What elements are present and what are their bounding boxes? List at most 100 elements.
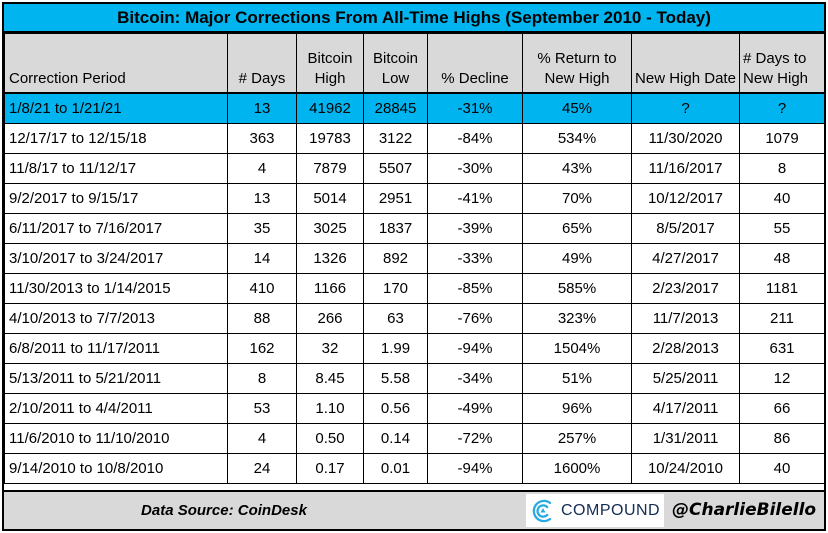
cell-r1-c4: -84%: [427, 123, 523, 154]
cell-r0-c3: 28845: [363, 92, 428, 124]
table-row: 12/17/17 to 12/15/18 363 19783 3122 -84% 534%…: [4, 123, 825, 154]
cell-r5-c2: 1326: [296, 243, 364, 274]
table-header-row: Correction Period # Days Bitcoin High Bitco…: [4, 33, 825, 94]
cell-r1-c6: 11/30/2020: [631, 123, 740, 154]
cell-r11-c3: 0.14: [363, 423, 428, 454]
cell-r6-c2: 1166: [296, 273, 364, 304]
cell-r1-c7: 1079: [739, 123, 825, 154]
cell-r3-c1: 13: [227, 183, 297, 214]
cell-r1-c1: 363: [227, 123, 297, 154]
table-row: 6/8/2011 to 11/17/2011 162 32 1.99 -94% 1504%…: [4, 333, 825, 364]
twitter-handle: @CharlieBilello: [672, 500, 817, 520]
cell-r11-c7: 86: [739, 423, 825, 454]
column-header-7: # Days to New High: [739, 33, 825, 94]
cell-r8-c1: 162: [227, 333, 297, 364]
cell-r9-c1: 8: [227, 363, 297, 394]
cell-r7-c0: 4/10/2013 to 7/7/2013: [4, 303, 228, 334]
cell-r8-c2: 32: [296, 333, 364, 364]
cell-r4-c5: 65%: [522, 213, 632, 244]
cell-r11-c5: 257%: [522, 423, 632, 454]
cell-r2-c6: 11/16/2017: [631, 153, 740, 184]
cell-r12-c7: 40: [739, 453, 825, 484]
cell-r12-c4: -94%: [427, 453, 523, 484]
table-row: 6/11/2017 to 7/16/2017 35 3025 1837 -39% 65% 8…: [4, 213, 825, 244]
cell-r0-c6: ?: [631, 92, 740, 124]
cell-r10-c1: 53: [227, 393, 297, 424]
cell-r10-c7: 66: [739, 393, 825, 424]
cell-r10-c0: 2/10/2011 to 4/4/2011: [4, 393, 228, 424]
column-header-3: Bitcoin Low: [363, 33, 428, 94]
cell-r0-c2: 41962: [296, 92, 364, 124]
compound-logo: COMPOUND: [526, 494, 664, 527]
cell-r1-c5: 534%: [522, 123, 632, 154]
cell-r7-c7: 211: [739, 303, 825, 334]
table-row: 1/8/21 to 1/21/21 13 41962 28845 -31% 45%??: [4, 92, 825, 124]
cell-r7-c3: 63: [363, 303, 428, 334]
cell-r6-c1: 410: [227, 273, 297, 304]
cell-r12-c3: 0.01: [363, 453, 428, 484]
cell-r0-c0: 1/8/21 to 1/21/21: [4, 92, 228, 124]
cell-r9-c3: 5.58: [363, 363, 428, 394]
cell-r7-c2: 266: [296, 303, 364, 334]
cell-r0-c4: -31%: [427, 92, 523, 124]
footer-bar: Data Source: CoinDesk COMPOUND @CharlieB…: [4, 490, 824, 529]
cell-r12-c5: 1600%: [522, 453, 632, 484]
cell-r4-c3: 1837: [363, 213, 428, 244]
cell-r1-c2: 19783: [296, 123, 364, 154]
table-row: 5/13/2011 to 5/21/2011 8 8.45 5.58 -34% 51% 5/…: [4, 363, 825, 394]
cell-r4-c2: 3025: [296, 213, 364, 244]
cell-r3-c2: 5014: [296, 183, 364, 214]
cell-r6-c5: 585%: [522, 273, 632, 304]
cell-r4-c6: 8/5/2017: [631, 213, 740, 244]
cell-r0-c5: 45%: [522, 92, 632, 124]
cell-r5-c5: 49%: [522, 243, 632, 274]
cell-r8-c4: -94%: [427, 333, 523, 364]
cell-r7-c6: 11/7/2013: [631, 303, 740, 334]
cell-r11-c2: 0.50: [296, 423, 364, 454]
cell-r12-c6: 10/24/2010: [631, 453, 740, 484]
cell-r7-c1: 88: [227, 303, 297, 334]
cell-r2-c3: 5507: [363, 153, 428, 184]
cell-r3-c0: 9/2/2017 to 9/15/17: [4, 183, 228, 214]
column-header-5: % Return to New High: [522, 33, 632, 94]
cell-r6-c3: 170: [363, 273, 428, 304]
cell-r3-c6: 10/12/2017: [631, 183, 740, 214]
corrections-table: Correction Period # Days Bitcoin High Bitco…: [4, 33, 825, 484]
cell-r4-c0: 6/11/2017 to 7/16/2017: [4, 213, 228, 244]
table-row: 11/30/2013 to 1/14/2015 410 1166 170 -85% 585…: [4, 273, 825, 304]
cell-r1-c0: 12/17/17 to 12/15/18: [4, 123, 228, 154]
cell-r9-c7: 12: [739, 363, 825, 394]
table-row: 2/10/2011 to 4/4/2011 53 1.10 0.56 -49% 96% 4/…: [4, 393, 825, 424]
table-row: 11/6/2010 to 11/10/2010 4 0.50 0.14 -72% 257%…: [4, 423, 825, 454]
column-header-1: # Days: [227, 33, 297, 94]
cell-r3-c3: 2951: [363, 183, 428, 214]
cell-r11-c4: -72%: [427, 423, 523, 454]
cell-r4-c4: -39%: [427, 213, 523, 244]
cell-r3-c5: 70%: [522, 183, 632, 214]
table-header: Correction Period # Days Bitcoin High Bitco…: [4, 33, 825, 94]
cell-r7-c5: 323%: [522, 303, 632, 334]
cell-r0-c7: ?: [739, 92, 825, 124]
cell-r4-c1: 35: [227, 213, 297, 244]
cell-r6-c6: 2/23/2017: [631, 273, 740, 304]
cell-r10-c5: 96%: [522, 393, 632, 424]
cell-r6-c4: -85%: [427, 273, 523, 304]
data-source-label: Data Source: CoinDesk: [141, 502, 307, 519]
cell-r9-c6: 5/25/2011: [631, 363, 740, 394]
cell-r5-c6: 4/27/2017: [631, 243, 740, 274]
cell-r10-c6: 4/17/2011: [631, 393, 740, 424]
cell-r7-c4: -76%: [427, 303, 523, 334]
cell-r3-c4: -41%: [427, 183, 523, 214]
cell-r8-c5: 1504%: [522, 333, 632, 364]
cell-r9-c5: 51%: [522, 363, 632, 394]
cell-r5-c4: -33%: [427, 243, 523, 274]
cell-r12-c0: 9/14/2010 to 10/8/2010: [4, 453, 228, 484]
cell-r11-c0: 11/6/2010 to 11/10/2010: [4, 423, 228, 454]
cell-r1-c3: 3122: [363, 123, 428, 154]
compound-c-icon: [530, 498, 556, 524]
column-header-4: % Decline: [427, 33, 523, 94]
table-row: 3/10/2017 to 3/24/2017 14 1326 892 -33% 49% 4/…: [4, 243, 825, 274]
cell-r9-c4: -34%: [427, 363, 523, 394]
cell-r8-c0: 6/8/2011 to 11/17/2011: [4, 333, 228, 364]
